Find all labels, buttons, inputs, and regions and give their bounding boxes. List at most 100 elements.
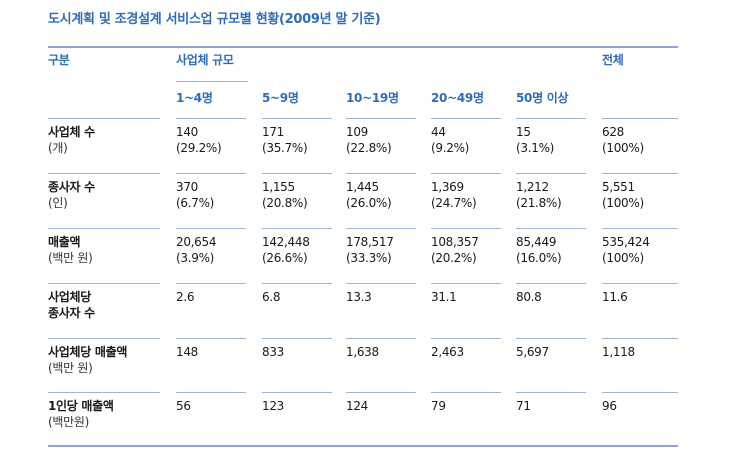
row-label-line: 사업체 수 [48, 125, 95, 139]
cell-value: 140 [176, 125, 199, 139]
row-rule-segment [516, 283, 586, 284]
row-rule-segment [516, 228, 586, 229]
header-col-3: 10~19명 [346, 91, 399, 105]
table-cell: 370 (6.7%) [176, 179, 214, 211]
table-cell: 2.6 [176, 289, 194, 305]
table-cell: 123 [262, 398, 284, 414]
cell-value: (16.0%) [516, 251, 562, 265]
table-cell: 1,638 [346, 344, 379, 360]
header-category: 구분 [48, 53, 70, 67]
cell-value: (100%) [602, 196, 644, 210]
table-cell: 108,357 (20.2%) [431, 234, 479, 266]
cell-value: 178,517 [346, 235, 394, 249]
cell-value: 11.6 [602, 290, 628, 304]
row-rule-segment [602, 228, 678, 229]
cell-value: 108,357 [431, 235, 479, 249]
row-rule-segment [48, 118, 160, 119]
row-rule-segment [176, 338, 246, 339]
table-cell: 171 (35.7%) [262, 124, 308, 156]
row-label-line: 매출액 [48, 235, 81, 249]
row-rule-segment [346, 173, 416, 174]
cell-value: (20.8%) [262, 196, 308, 210]
cell-value: 71 [516, 399, 531, 413]
table-cell: 79 [431, 398, 446, 414]
row-rule-segment [602, 283, 678, 284]
cell-value: 13.3 [346, 290, 372, 304]
row-label-line: 사업체당 [48, 290, 91, 304]
table-top-rule [48, 46, 678, 48]
row-rule-segment [262, 118, 332, 119]
row-rule-segment [262, 228, 332, 229]
row-rule-segment [602, 173, 678, 174]
cell-value: 15 [516, 125, 531, 139]
row-rule-segment [431, 173, 501, 174]
table-cell: 178,517 (33.3%) [346, 234, 394, 266]
cell-value: (26.0%) [346, 196, 392, 210]
table-cell: 13.3 [346, 289, 372, 305]
cell-value: (26.6%) [262, 251, 308, 265]
cell-value: 171 [262, 125, 285, 139]
table-cell: 1,155 (20.8%) [262, 179, 308, 211]
row-rule-segment [48, 283, 160, 284]
header-col-1: 1~4명 [176, 91, 213, 105]
row-rule-segment [346, 118, 416, 119]
header-col-2: 5~9명 [262, 91, 299, 105]
row-rule-segment [431, 283, 501, 284]
table-cell: 80.8 [516, 289, 542, 305]
cell-value: (100%) [602, 141, 644, 155]
table-cell: 5,551 (100%) [602, 179, 644, 211]
cell-value: 85,449 [516, 235, 557, 249]
cell-value: (35.7%) [262, 141, 308, 155]
header-total: 전체 [602, 53, 624, 67]
row-rule-segment [176, 118, 246, 119]
header-group-rule [176, 81, 248, 82]
cell-value: 5,551 [602, 180, 635, 194]
row-label: 사업체 수 (개) [48, 124, 95, 156]
cell-value: (9.2%) [431, 141, 470, 155]
row-label: 사업체당 매출액 (백만 원) [48, 344, 127, 376]
table-cell: 6.8 [262, 289, 280, 305]
cell-value: (3.1%) [516, 141, 555, 155]
table-cell: 15 (3.1%) [516, 124, 554, 156]
cell-value: 31.1 [431, 290, 457, 304]
row-rule-segment [262, 173, 332, 174]
cell-value: 1,155 [262, 180, 295, 194]
row-rule-segment [602, 392, 678, 393]
row-rule-segment [516, 173, 586, 174]
row-label: 종사자 수 (인) [48, 179, 95, 211]
cell-value: (22.8%) [346, 141, 392, 155]
row-rule-segment [48, 228, 160, 229]
row-label: 사업체당 종사자 수 [48, 289, 95, 321]
table-cell: 5,697 [516, 344, 549, 360]
cell-value: 1,212 [516, 180, 549, 194]
page-title: 도시계획 및 조경설계 서비스업 규모별 현황(2009년 말 기준) [48, 12, 381, 27]
table-cell: 124 [346, 398, 368, 414]
row-label-line: 사업체당 매출액 [48, 345, 128, 359]
cell-value: 370 [176, 180, 199, 194]
row-rule-segment [176, 283, 246, 284]
row-rule-segment [346, 228, 416, 229]
cell-value: (100%) [602, 251, 644, 265]
table-cell: 56 [176, 398, 191, 414]
row-rule-segment [516, 118, 586, 119]
table-cell: 1,445 (26.0%) [346, 179, 392, 211]
cell-value: 79 [431, 399, 446, 413]
row-rule-segment [176, 173, 246, 174]
header-size-group: 사업체 규모 [176, 53, 234, 67]
table-cell: 1,369 (24.7%) [431, 179, 477, 211]
header-col-5: 50명 이상 [516, 91, 569, 105]
row-label-line: 1인당 매출액 [48, 399, 114, 413]
row-label: 매출액 (백만 원) [48, 234, 93, 266]
row-rule-segment [431, 338, 501, 339]
cell-value: 1,118 [602, 345, 635, 359]
row-rule-segment [516, 392, 586, 393]
cell-value: 1,638 [346, 345, 379, 359]
row-rule-segment [431, 118, 501, 119]
table-cell: 1,118 [602, 344, 635, 360]
header-col-4: 20~49명 [431, 91, 484, 105]
cell-value: 109 [346, 125, 369, 139]
cell-value: 1,445 [346, 180, 379, 194]
table-cell: 85,449 (16.0%) [516, 234, 562, 266]
row-rule-segment [516, 338, 586, 339]
row-unit: (인) [48, 196, 68, 210]
